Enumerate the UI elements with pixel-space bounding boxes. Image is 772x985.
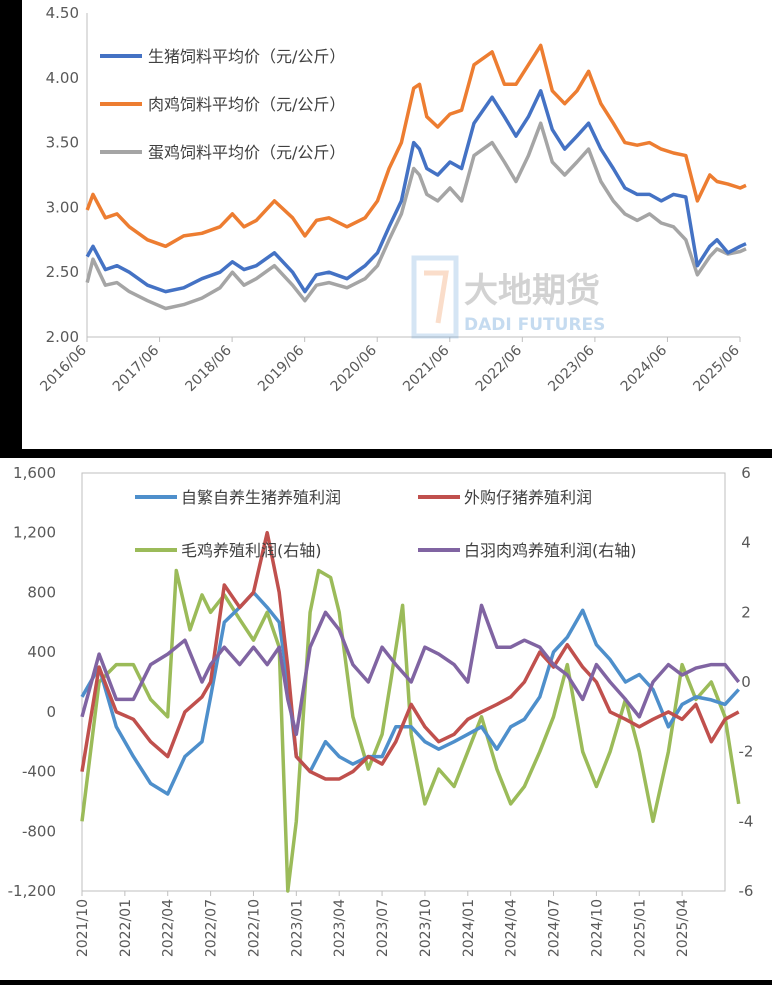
series-line-3 <box>80 568 741 893</box>
y-right-tick-label: 2 <box>741 603 751 621</box>
legend-label-2: 外购仔猪养殖利润 <box>464 488 592 507</box>
x-tick-label: 2022/01 <box>118 899 134 957</box>
series-line-2 <box>80 530 740 781</box>
y-tick-label: 3.00 <box>46 198 79 216</box>
y-right-tick-label: -6 <box>739 882 754 900</box>
y-left-tick-label: -1,200 <box>8 882 56 900</box>
y-tick-label: 4.00 <box>46 69 79 87</box>
watermark-text-cn: 大地期货 <box>464 271 600 311</box>
series-line-2 <box>85 43 747 249</box>
y-left-tick-label: -800 <box>22 822 56 840</box>
x-tick-label: 2025/04 <box>675 899 691 957</box>
legend-label-2: 肉鸡饲料平均价（元/公斤） <box>148 95 345 114</box>
legend-label-1: 生猪饲料平均价（元/公斤） <box>148 47 345 66</box>
y-tick-label: 2.00 <box>46 328 79 346</box>
x-tick-label: 2022/07 <box>204 899 220 957</box>
y-tick-label: 3.50 <box>46 134 79 152</box>
y-left-tick-label: 1,600 <box>13 464 56 482</box>
x-tick-label: 2017/06 <box>110 342 163 395</box>
x-tick-label: 2021/10 <box>75 899 91 957</box>
y-left-tick-label: 800 <box>27 583 56 601</box>
x-tick-label: 2023/06 <box>545 342 598 395</box>
x-tick-label: 2023/07 <box>375 899 391 957</box>
x-tick-label: 2016/06 <box>37 342 90 395</box>
series-line-1 <box>85 89 747 294</box>
y-right-tick-label: -4 <box>739 812 754 830</box>
x-tick-label: 2023/10 <box>418 899 434 957</box>
y-left-tick-label: 1,200 <box>13 524 56 542</box>
x-tick-label: 2024/04 <box>504 899 520 957</box>
y-left-tick-label: 0 <box>46 703 56 721</box>
feed-price-chart-panel: 2.00 2.50 3.00 3.50 4.00 4.50 2016/06 2017/06 20… <box>22 0 772 449</box>
watermark-mark <box>424 270 449 324</box>
x-tick-label: 2023/04 <box>332 899 348 957</box>
watermark-mark <box>411 255 459 339</box>
x-tick-label: 2024/07 <box>547 899 563 957</box>
x-tick-label: 2023/01 <box>289 899 305 957</box>
x-tick-label: 2018/06 <box>182 342 235 395</box>
legend-label-3: 蛋鸡饲料平均价（元/公斤） <box>148 143 345 162</box>
x-tick-label: 2021/06 <box>400 342 453 395</box>
x-tick-label: 2022/04 <box>161 899 177 957</box>
feed-price-chart: 2.00 2.50 3.00 3.50 4.00 4.50 2016/06 2017/06 20… <box>37 4 747 395</box>
breeding-profit-chart-panel: -1,200 -800 -400 0 400 800 1,200 1,600 -6 -4 -2 0 2 4… <box>0 458 772 980</box>
y-tick-label: 2.50 <box>46 263 79 281</box>
watermark-logo <box>411 255 459 339</box>
series-line-1 <box>80 590 740 796</box>
y-right-tick-label: 6 <box>741 464 751 482</box>
y-left-tick-label: 400 <box>27 643 56 661</box>
x-tick-label: 2019/06 <box>255 342 308 395</box>
y-right-tick-label: -2 <box>739 743 754 761</box>
x-tick-label: 2024/10 <box>589 899 605 957</box>
legend-label-1: 自繁自养生猪养殖利润 <box>181 488 341 507</box>
x-tick-label: 2025/01 <box>632 899 648 957</box>
x-tick-label: 2022/10 <box>246 899 262 957</box>
legend-label-4: 白羽肉鸡养殖利润(右轴) <box>464 541 637 560</box>
series-line-3 <box>85 121 747 311</box>
x-tick-label: 2020/06 <box>328 342 381 395</box>
y-right-tick-label: 4 <box>741 534 751 552</box>
watermark-text-en: DADI FUTURES <box>464 315 605 335</box>
legend-label-3: 毛鸡养殖利润(右轴) <box>181 541 322 560</box>
y-tick-label: 4.50 <box>46 4 79 22</box>
x-tick-label: 2024/01 <box>461 899 477 957</box>
breeding-profit-chart: -1,200 -800 -400 0 400 800 1,200 1,600 -6 -4 -2 0 2 4… <box>8 464 754 957</box>
y-left-tick-label: -400 <box>22 763 56 781</box>
x-tick-label: 2024/06 <box>618 342 671 395</box>
plot-area-border <box>81 472 726 892</box>
y-right-tick-label: 0 <box>741 673 751 691</box>
series-line-4 <box>80 603 741 737</box>
x-tick-label: 2022/06 <box>473 342 526 395</box>
x-tick-label: 2025/06 <box>690 342 743 395</box>
